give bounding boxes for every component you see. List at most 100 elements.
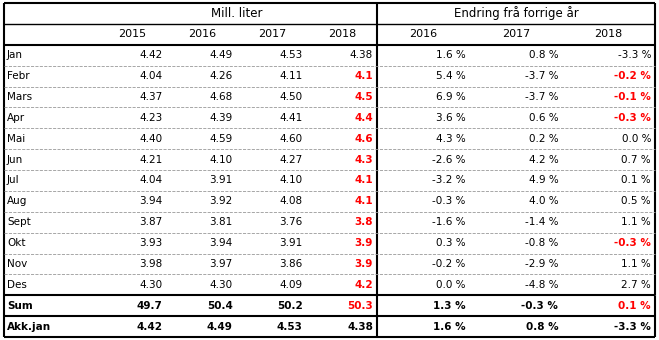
Text: 3.91: 3.91 — [279, 238, 303, 248]
Text: 2018: 2018 — [328, 29, 356, 39]
Text: 3.94: 3.94 — [140, 196, 163, 206]
Text: Mai: Mai — [7, 134, 25, 144]
Text: -4.8 %: -4.8 % — [525, 280, 558, 290]
Text: 50.2: 50.2 — [277, 301, 303, 311]
Text: 4.40: 4.40 — [140, 134, 163, 144]
Text: -0.3 %: -0.3 % — [614, 238, 651, 248]
Text: 4.2: 4.2 — [355, 280, 373, 290]
Text: -0.3 %: -0.3 % — [521, 301, 558, 311]
Text: -0.2 %: -0.2 % — [432, 259, 466, 269]
Text: 4.42: 4.42 — [137, 322, 163, 332]
Text: 3.8: 3.8 — [355, 217, 373, 227]
Text: 4.53: 4.53 — [277, 322, 303, 332]
Text: 4.42: 4.42 — [140, 50, 163, 60]
Text: 2017: 2017 — [501, 29, 530, 39]
Text: 4.38: 4.38 — [350, 50, 373, 60]
Text: 4.38: 4.38 — [347, 322, 373, 332]
Text: 2017: 2017 — [258, 29, 286, 39]
Text: 5.4 %: 5.4 % — [436, 71, 466, 81]
Text: 0.8 %: 0.8 % — [526, 322, 558, 332]
Text: Nov: Nov — [7, 259, 27, 269]
Text: Mill. liter: Mill. liter — [211, 7, 262, 20]
Text: 50.3: 50.3 — [347, 301, 373, 311]
Text: 4.3: 4.3 — [355, 155, 373, 165]
Text: 3.93: 3.93 — [140, 238, 163, 248]
Text: 0.1 %: 0.1 % — [618, 301, 651, 311]
Text: -2.9 %: -2.9 % — [525, 259, 558, 269]
Text: Sum: Sum — [7, 301, 33, 311]
Text: 4.26: 4.26 — [210, 71, 233, 81]
Text: 0.5 %: 0.5 % — [621, 196, 651, 206]
Text: -3.2 %: -3.2 % — [432, 175, 466, 185]
Text: 3.81: 3.81 — [210, 217, 233, 227]
Text: 2018: 2018 — [594, 29, 623, 39]
Text: 4.04: 4.04 — [140, 71, 163, 81]
Text: 49.7: 49.7 — [137, 301, 163, 311]
Text: Apr: Apr — [7, 113, 25, 123]
Text: 0.8 %: 0.8 % — [529, 50, 558, 60]
Text: 0.3 %: 0.3 % — [436, 238, 466, 248]
Text: 3.91: 3.91 — [210, 175, 233, 185]
Text: -3.7 %: -3.7 % — [525, 92, 558, 102]
Text: 3.98: 3.98 — [140, 259, 163, 269]
Text: 4.1: 4.1 — [355, 175, 373, 185]
Text: 4.08: 4.08 — [279, 196, 303, 206]
Text: 4.39: 4.39 — [210, 113, 233, 123]
Text: 4.2 %: 4.2 % — [529, 155, 558, 165]
Text: 4.41: 4.41 — [279, 113, 303, 123]
Text: 4.30: 4.30 — [140, 280, 163, 290]
Text: 4.10: 4.10 — [210, 155, 233, 165]
Text: 1.1 %: 1.1 % — [621, 259, 651, 269]
Text: Aug: Aug — [7, 196, 28, 206]
Text: 3.9: 3.9 — [355, 238, 373, 248]
Text: 2015: 2015 — [118, 29, 146, 39]
Text: 2016: 2016 — [188, 29, 216, 39]
Text: 4.49: 4.49 — [210, 50, 233, 60]
Text: Jul: Jul — [7, 175, 20, 185]
Text: 3.87: 3.87 — [140, 217, 163, 227]
Text: 4.1: 4.1 — [355, 71, 373, 81]
Text: 4.60: 4.60 — [279, 134, 303, 144]
Text: 3.97: 3.97 — [210, 259, 233, 269]
Text: 4.0 %: 4.0 % — [529, 196, 558, 206]
Text: 4.21: 4.21 — [140, 155, 163, 165]
Text: 1.3 %: 1.3 % — [433, 301, 466, 311]
Text: Febr: Febr — [7, 71, 30, 81]
Text: 1.1 %: 1.1 % — [621, 217, 651, 227]
Text: 3.94: 3.94 — [210, 238, 233, 248]
Text: -0.3 %: -0.3 % — [432, 196, 466, 206]
Text: 2016: 2016 — [409, 29, 438, 39]
Text: Sept: Sept — [7, 217, 31, 227]
Text: -0.1 %: -0.1 % — [614, 92, 651, 102]
Text: Mars: Mars — [7, 92, 32, 102]
Text: 4.59: 4.59 — [210, 134, 233, 144]
Text: Endring frå forrige år: Endring frå forrige år — [453, 6, 579, 20]
Text: Akk.jan: Akk.jan — [7, 322, 51, 332]
Text: 4.49: 4.49 — [207, 322, 233, 332]
Text: 4.04: 4.04 — [140, 175, 163, 185]
Text: -3.3 %: -3.3 % — [617, 50, 651, 60]
Text: -0.8 %: -0.8 % — [525, 238, 558, 248]
Text: 4.1: 4.1 — [355, 196, 373, 206]
Text: 4.10: 4.10 — [279, 175, 303, 185]
Text: 2.7 %: 2.7 % — [621, 280, 651, 290]
Text: 4.3 %: 4.3 % — [436, 134, 466, 144]
Text: 0.7 %: 0.7 % — [621, 155, 651, 165]
Text: Jan: Jan — [7, 50, 23, 60]
Text: 50.4: 50.4 — [207, 301, 233, 311]
Text: 4.37: 4.37 — [140, 92, 163, 102]
Text: 4.30: 4.30 — [210, 280, 233, 290]
Text: 4.68: 4.68 — [210, 92, 233, 102]
Text: -1.6 %: -1.6 % — [432, 217, 466, 227]
Text: 3.76: 3.76 — [279, 217, 303, 227]
Text: 4.53: 4.53 — [279, 50, 303, 60]
Text: 0.1 %: 0.1 % — [621, 175, 651, 185]
Text: -2.6 %: -2.6 % — [432, 155, 466, 165]
Text: -1.4 %: -1.4 % — [525, 217, 558, 227]
Text: 0.2 %: 0.2 % — [529, 134, 558, 144]
Text: 4.27: 4.27 — [279, 155, 303, 165]
Text: -3.7 %: -3.7 % — [525, 71, 558, 81]
Text: 0.6 %: 0.6 % — [529, 113, 558, 123]
Text: 4.23: 4.23 — [140, 113, 163, 123]
Text: 4.50: 4.50 — [279, 92, 303, 102]
